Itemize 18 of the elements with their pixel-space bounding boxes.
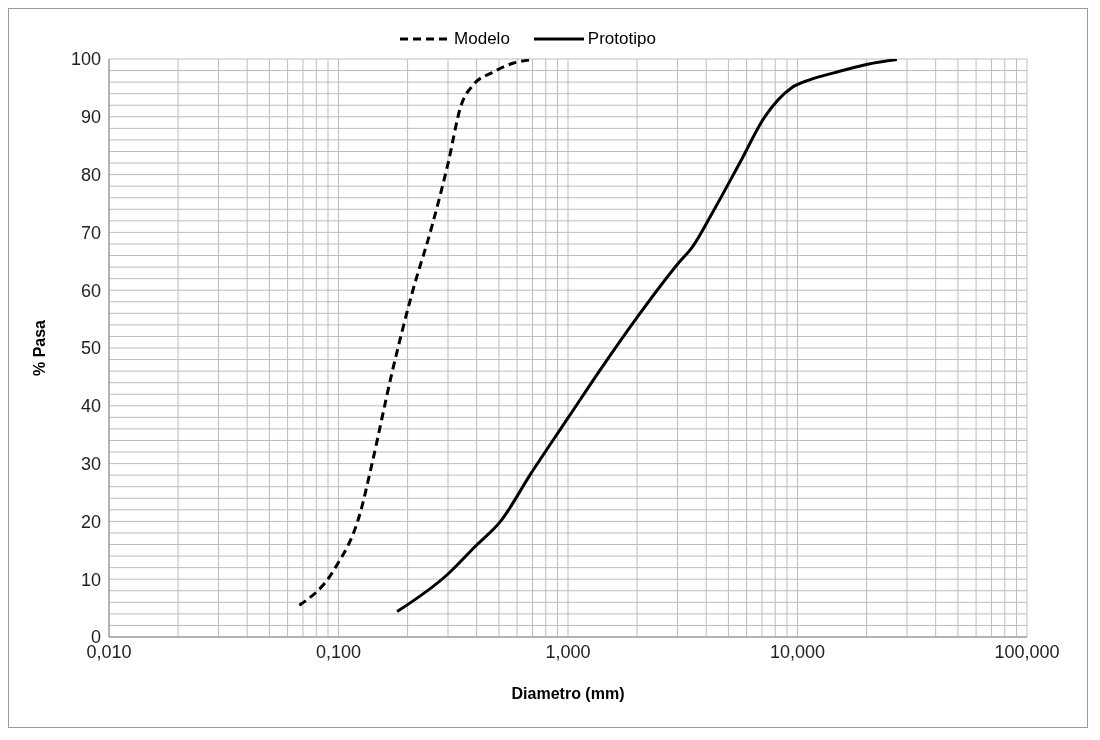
x-tick-label: 100,000 <box>994 641 1060 662</box>
y-tick-label: 40 <box>80 396 101 417</box>
y-tick-label: 20 <box>80 511 101 532</box>
legend-label: Prototipo <box>586 29 656 49</box>
y-tick-label: 100 <box>70 49 101 70</box>
y-tick-label: 80 <box>80 164 101 185</box>
y-tick-label: 70 <box>80 222 101 243</box>
x-tick-label: 10,000 <box>769 641 826 662</box>
x-tick-label: 1,000 <box>545 641 591 662</box>
x-axis-title: Diametro (mm) <box>511 685 625 702</box>
y-tick-label: 60 <box>80 280 101 301</box>
legend-label: Modelo <box>453 29 510 49</box>
y-tick-label: 50 <box>80 338 101 359</box>
y-tick-label: 30 <box>80 453 101 474</box>
y-tick-label: 90 <box>80 107 101 128</box>
x-tick-label: 0,100 <box>315 641 362 662</box>
y-tick-label: 10 <box>80 569 101 590</box>
y-axis-title: % Pasa <box>30 319 48 377</box>
